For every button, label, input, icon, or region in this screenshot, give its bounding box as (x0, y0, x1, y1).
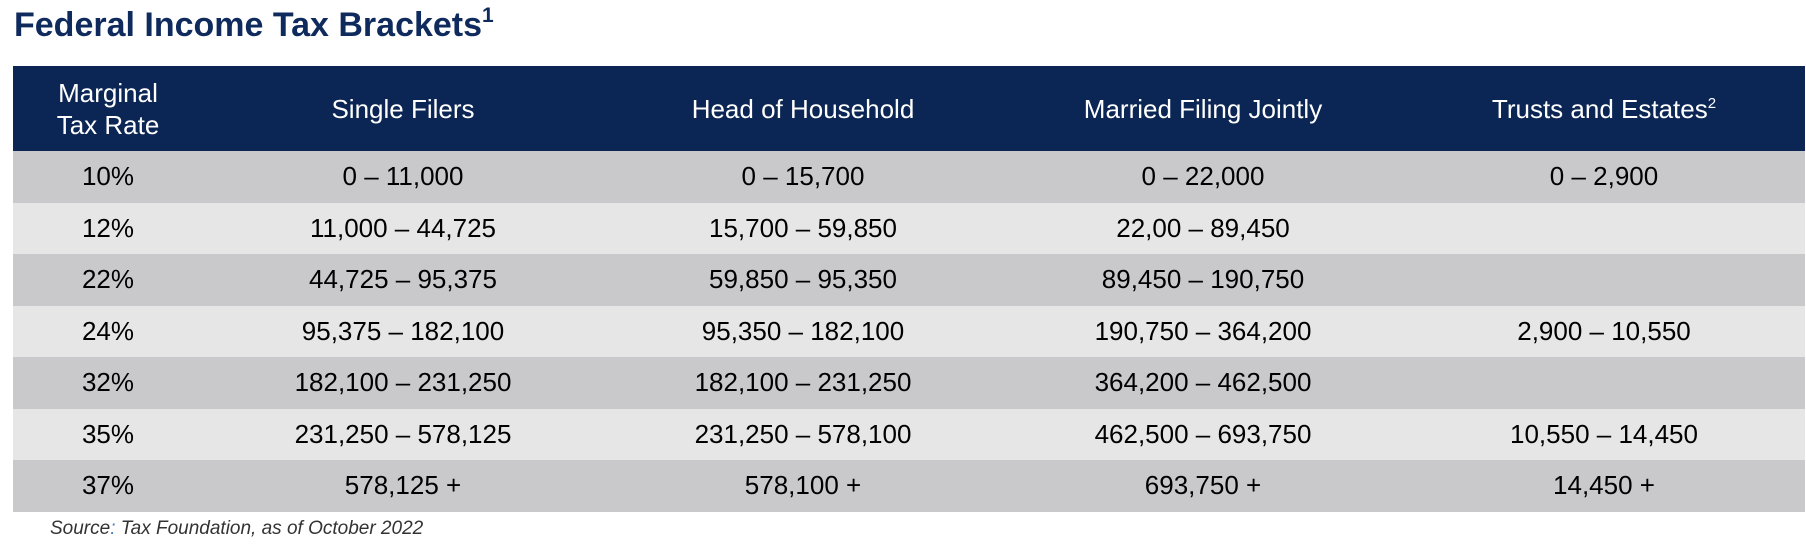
table-row: 37% 578,125 + 578,100 + 693,750 + 14,450… (13, 460, 1805, 512)
source-colon: : (110, 518, 116, 539)
table-cell: 2,900 – 10,550 (1403, 305, 1805, 357)
table-row: 10% 0 – 11,000 0 – 15,700 0 – 22,000 0 –… (13, 151, 1805, 203)
table-cell: 182,100 – 231,250 (603, 357, 1003, 409)
title-footnote: 1 (482, 4, 494, 27)
title-text: Federal Income Tax Brackets (14, 6, 483, 44)
table-cell: 15,700 – 59,850 (603, 202, 1003, 254)
table-cell: 693,750 + (1003, 460, 1403, 512)
table-cell: 59,850 – 95,350 (603, 254, 1003, 306)
table-row: 22% 44,725 – 95,375 59,850 – 95,350 89,4… (13, 254, 1805, 306)
table-cell: 14,450 + (1403, 460, 1805, 512)
table-cell: 0 – 22,000 (1003, 151, 1403, 203)
table-cell: 231,250 – 578,125 (203, 408, 603, 460)
table-cell: 462,500 – 693,750 (1003, 408, 1403, 460)
table-cell: 35% (13, 408, 203, 460)
table-cell: 22% (13, 254, 203, 306)
table-cell: 190,750 – 364,200 (1003, 305, 1403, 357)
table-cell: 0 – 11,000 (203, 151, 603, 203)
table-cell: 182,100 – 231,250 (203, 357, 603, 409)
header-single-filers: Single Filers (203, 66, 603, 151)
table-cell (1403, 202, 1805, 254)
table-cell: 44,725 – 95,375 (203, 254, 603, 306)
header-marginal-tax-rate: Marginal Tax Rate (13, 66, 203, 151)
table-cell: 0 – 15,700 (603, 151, 1003, 203)
table-cell (1403, 254, 1805, 306)
header-label: Married Filing Jointly (1083, 93, 1323, 124)
table-cell: 0 – 2,900 (1403, 151, 1805, 203)
header-line1: Marginal (58, 77, 158, 108)
table-cell: 578,125 + (203, 460, 603, 512)
tax-bracket-table-container: Marginal Tax Rate Single Filers Head of H… (13, 66, 1805, 512)
table-row: 24% 95,375 – 182,100 95,350 – 182,100 19… (13, 305, 1805, 357)
table-cell (1403, 357, 1805, 409)
header-line2: Tax Rate (56, 109, 160, 140)
header-married-filing-jointly: Married Filing Jointly (1003, 66, 1403, 151)
source-label: Source (50, 518, 111, 539)
header-head-of-household: Head of Household (603, 66, 1003, 151)
header-trusts-and-estates: Trusts and Estates2 (1403, 66, 1805, 151)
table-cell: 578,100 + (603, 460, 1003, 512)
header-label: Single Filers (331, 93, 475, 124)
table-row: 35% 231,250 – 578,125 231,250 – 578,100 … (13, 408, 1805, 460)
tax-bracket-table: Marginal Tax Rate Single Filers Head of H… (13, 66, 1805, 512)
header-label: Head of Household (691, 93, 915, 124)
table-cell: 37% (13, 460, 203, 512)
table-cell: 89,450 – 190,750 (1003, 254, 1403, 306)
table-cell: 10,550 – 14,450 (1403, 408, 1805, 460)
table-cell: 11,000 – 44,725 (203, 202, 603, 254)
table-cell: 95,375 – 182,100 (203, 305, 603, 357)
table-cell: 24% (13, 305, 203, 357)
header-label: Trusts and Estates (1491, 93, 1708, 124)
table-row: 12% 11,000 – 44,725 15,700 – 59,850 22,0… (13, 202, 1805, 254)
table-cell: 231,250 – 578,100 (603, 408, 1003, 460)
table-header-row: Marginal Tax Rate Single Filers Head of H… (13, 66, 1805, 151)
table-cell: 32% (13, 357, 203, 409)
page-title: Federal Income Tax Brackets1 (14, 4, 494, 45)
table-cell: 22,00 – 89,450 (1003, 202, 1403, 254)
table-cell: 95,350 – 182,100 (603, 305, 1003, 357)
table-cell: 10% (13, 151, 203, 203)
table-row: 32% 182,100 – 231,250 182,100 – 231,250 … (13, 357, 1805, 409)
source-note: Source: Tax Foundation, as of October 20… (50, 518, 423, 540)
table-cell: 364,200 – 462,500 (1003, 357, 1403, 409)
header-footnote: 2 (1707, 94, 1717, 112)
table-cell: 12% (13, 202, 203, 254)
source-text: Tax Foundation, as of October 2022 (115, 518, 424, 539)
